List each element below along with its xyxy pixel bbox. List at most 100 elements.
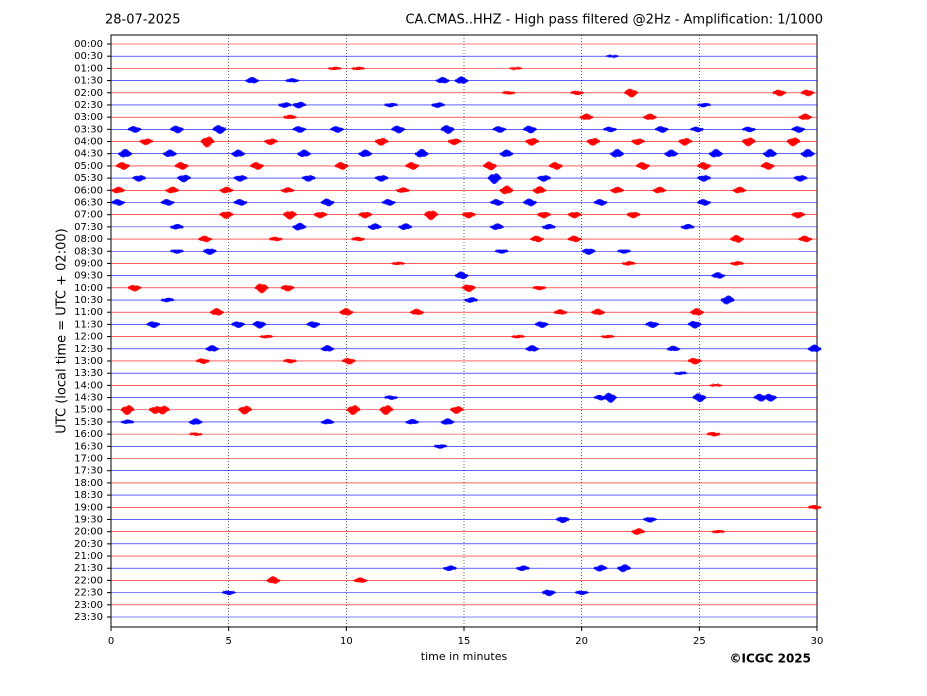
y-tick-label: 05:00	[74, 161, 103, 172]
y-tick-label: 16:00	[74, 429, 103, 440]
seismic-burst	[306, 321, 321, 329]
seismic-burst	[654, 126, 669, 133]
seismic-burst	[553, 309, 568, 315]
seismic-burst	[732, 186, 747, 194]
seismic-burst	[381, 198, 396, 206]
seismic-burst	[536, 175, 552, 182]
seismic-burst	[282, 210, 298, 220]
seismic-burst	[680, 223, 695, 230]
seismic-burst	[237, 405, 253, 415]
seismic-burst	[110, 186, 126, 194]
seismic-burst	[581, 248, 596, 255]
seismic-burst	[447, 138, 462, 146]
y-tick-label: 07:00	[74, 210, 103, 221]
seismic-burst	[131, 175, 147, 182]
seismic-burst	[249, 161, 265, 170]
seismic-burst	[508, 65, 523, 72]
seismic-burst	[120, 405, 135, 416]
seismic-burst	[515, 565, 531, 572]
seismic-burst	[741, 137, 757, 147]
seismic-burst	[329, 126, 345, 133]
y-tick-label: 23:00	[74, 600, 103, 611]
seismic-burst	[720, 295, 735, 305]
y-tick-label: 19:00	[74, 502, 103, 513]
seismic-burst	[292, 126, 307, 133]
y-tick-label: 17:30	[74, 466, 103, 477]
seismic-burst	[630, 528, 646, 535]
seismic-burst	[374, 137, 389, 146]
seismic-burst	[383, 395, 399, 400]
x-axis-label: time in minutes	[421, 650, 508, 663]
seismic-burst	[489, 223, 505, 231]
seismic-burst	[139, 138, 154, 146]
seismic-burst	[729, 234, 745, 243]
seismic-burst	[379, 405, 394, 416]
seismic-burst	[404, 161, 420, 170]
seismic-burst	[489, 198, 505, 206]
x-tick-label: 30	[811, 636, 824, 647]
seismic-burst	[397, 223, 413, 231]
y-tick-label: 16:30	[74, 441, 103, 452]
seismic-burst	[320, 198, 335, 207]
seismic-burst	[621, 260, 636, 266]
y-axis-label: UTC (local time = UTC + 02:00)	[55, 228, 70, 433]
seismic-burst	[696, 198, 712, 206]
y-tick-label: 03:30	[74, 124, 103, 135]
seismic-burst	[741, 126, 757, 133]
seismic-burst	[762, 148, 778, 158]
seismic-burst	[760, 161, 775, 170]
date: 28-07-2025	[105, 13, 181, 28]
seismic-burst	[367, 223, 382, 231]
seismic-burst	[541, 589, 556, 597]
seismic-burst	[117, 148, 133, 158]
seismic-burst	[687, 357, 702, 365]
seismic-burst	[200, 136, 215, 148]
seismic-burst	[609, 148, 625, 158]
seismic-burst	[579, 113, 594, 120]
plot-frame	[110, 34, 818, 628]
seismic-burst	[532, 186, 547, 194]
seismic-burst	[797, 113, 813, 120]
y-tick-label: 10:30	[74, 295, 103, 306]
seismic-burst	[499, 149, 514, 158]
y-tick-label: 04:30	[74, 149, 103, 160]
seismic-burst	[574, 590, 589, 596]
seismic-burst	[602, 126, 618, 133]
seismic-burst	[630, 138, 646, 146]
seismic-burst	[449, 406, 465, 414]
x-tick-label: 0	[108, 636, 114, 647]
seismic-burst	[282, 358, 298, 364]
y-tick-label: 06:00	[74, 185, 103, 196]
chart-title: CA.CMAS..HHZ - High pass filtered @2Hz -…	[405, 13, 823, 28]
y-tick-label: 03:00	[74, 112, 103, 123]
y-tick-label: 00:00	[74, 39, 103, 50]
y-tick-label: 04:00	[74, 137, 103, 148]
seismic-burst	[110, 198, 126, 206]
y-tick-label: 17:00	[74, 454, 103, 465]
seismic-burst	[374, 175, 389, 182]
seismic-burst	[689, 307, 705, 316]
seismic-burst	[127, 284, 142, 292]
seismic-burst	[160, 297, 175, 303]
seismic-burst	[663, 149, 679, 158]
seismic-burst	[285, 78, 300, 83]
seismic-burst	[292, 101, 307, 109]
y-tick-label: 08:00	[74, 234, 103, 245]
seismic-burst	[219, 186, 234, 194]
y-tick-label: 01:00	[74, 63, 103, 74]
seismic-burst	[320, 345, 335, 352]
seismic-burst	[212, 124, 227, 135]
seismic-burst	[677, 137, 693, 146]
y-tick-label: 09:00	[74, 258, 103, 269]
seismic-burst	[233, 175, 248, 182]
seismic-burst	[593, 564, 608, 572]
seismic-burst	[282, 114, 298, 120]
y-tick-label: 19:30	[74, 514, 103, 525]
seismic-burst	[555, 516, 570, 524]
seismic-burst	[569, 90, 585, 96]
seismic-burst	[346, 405, 361, 416]
seismic-burst	[280, 187, 295, 193]
x-tick-label: 20	[575, 636, 588, 647]
seismic-burst	[115, 161, 131, 170]
